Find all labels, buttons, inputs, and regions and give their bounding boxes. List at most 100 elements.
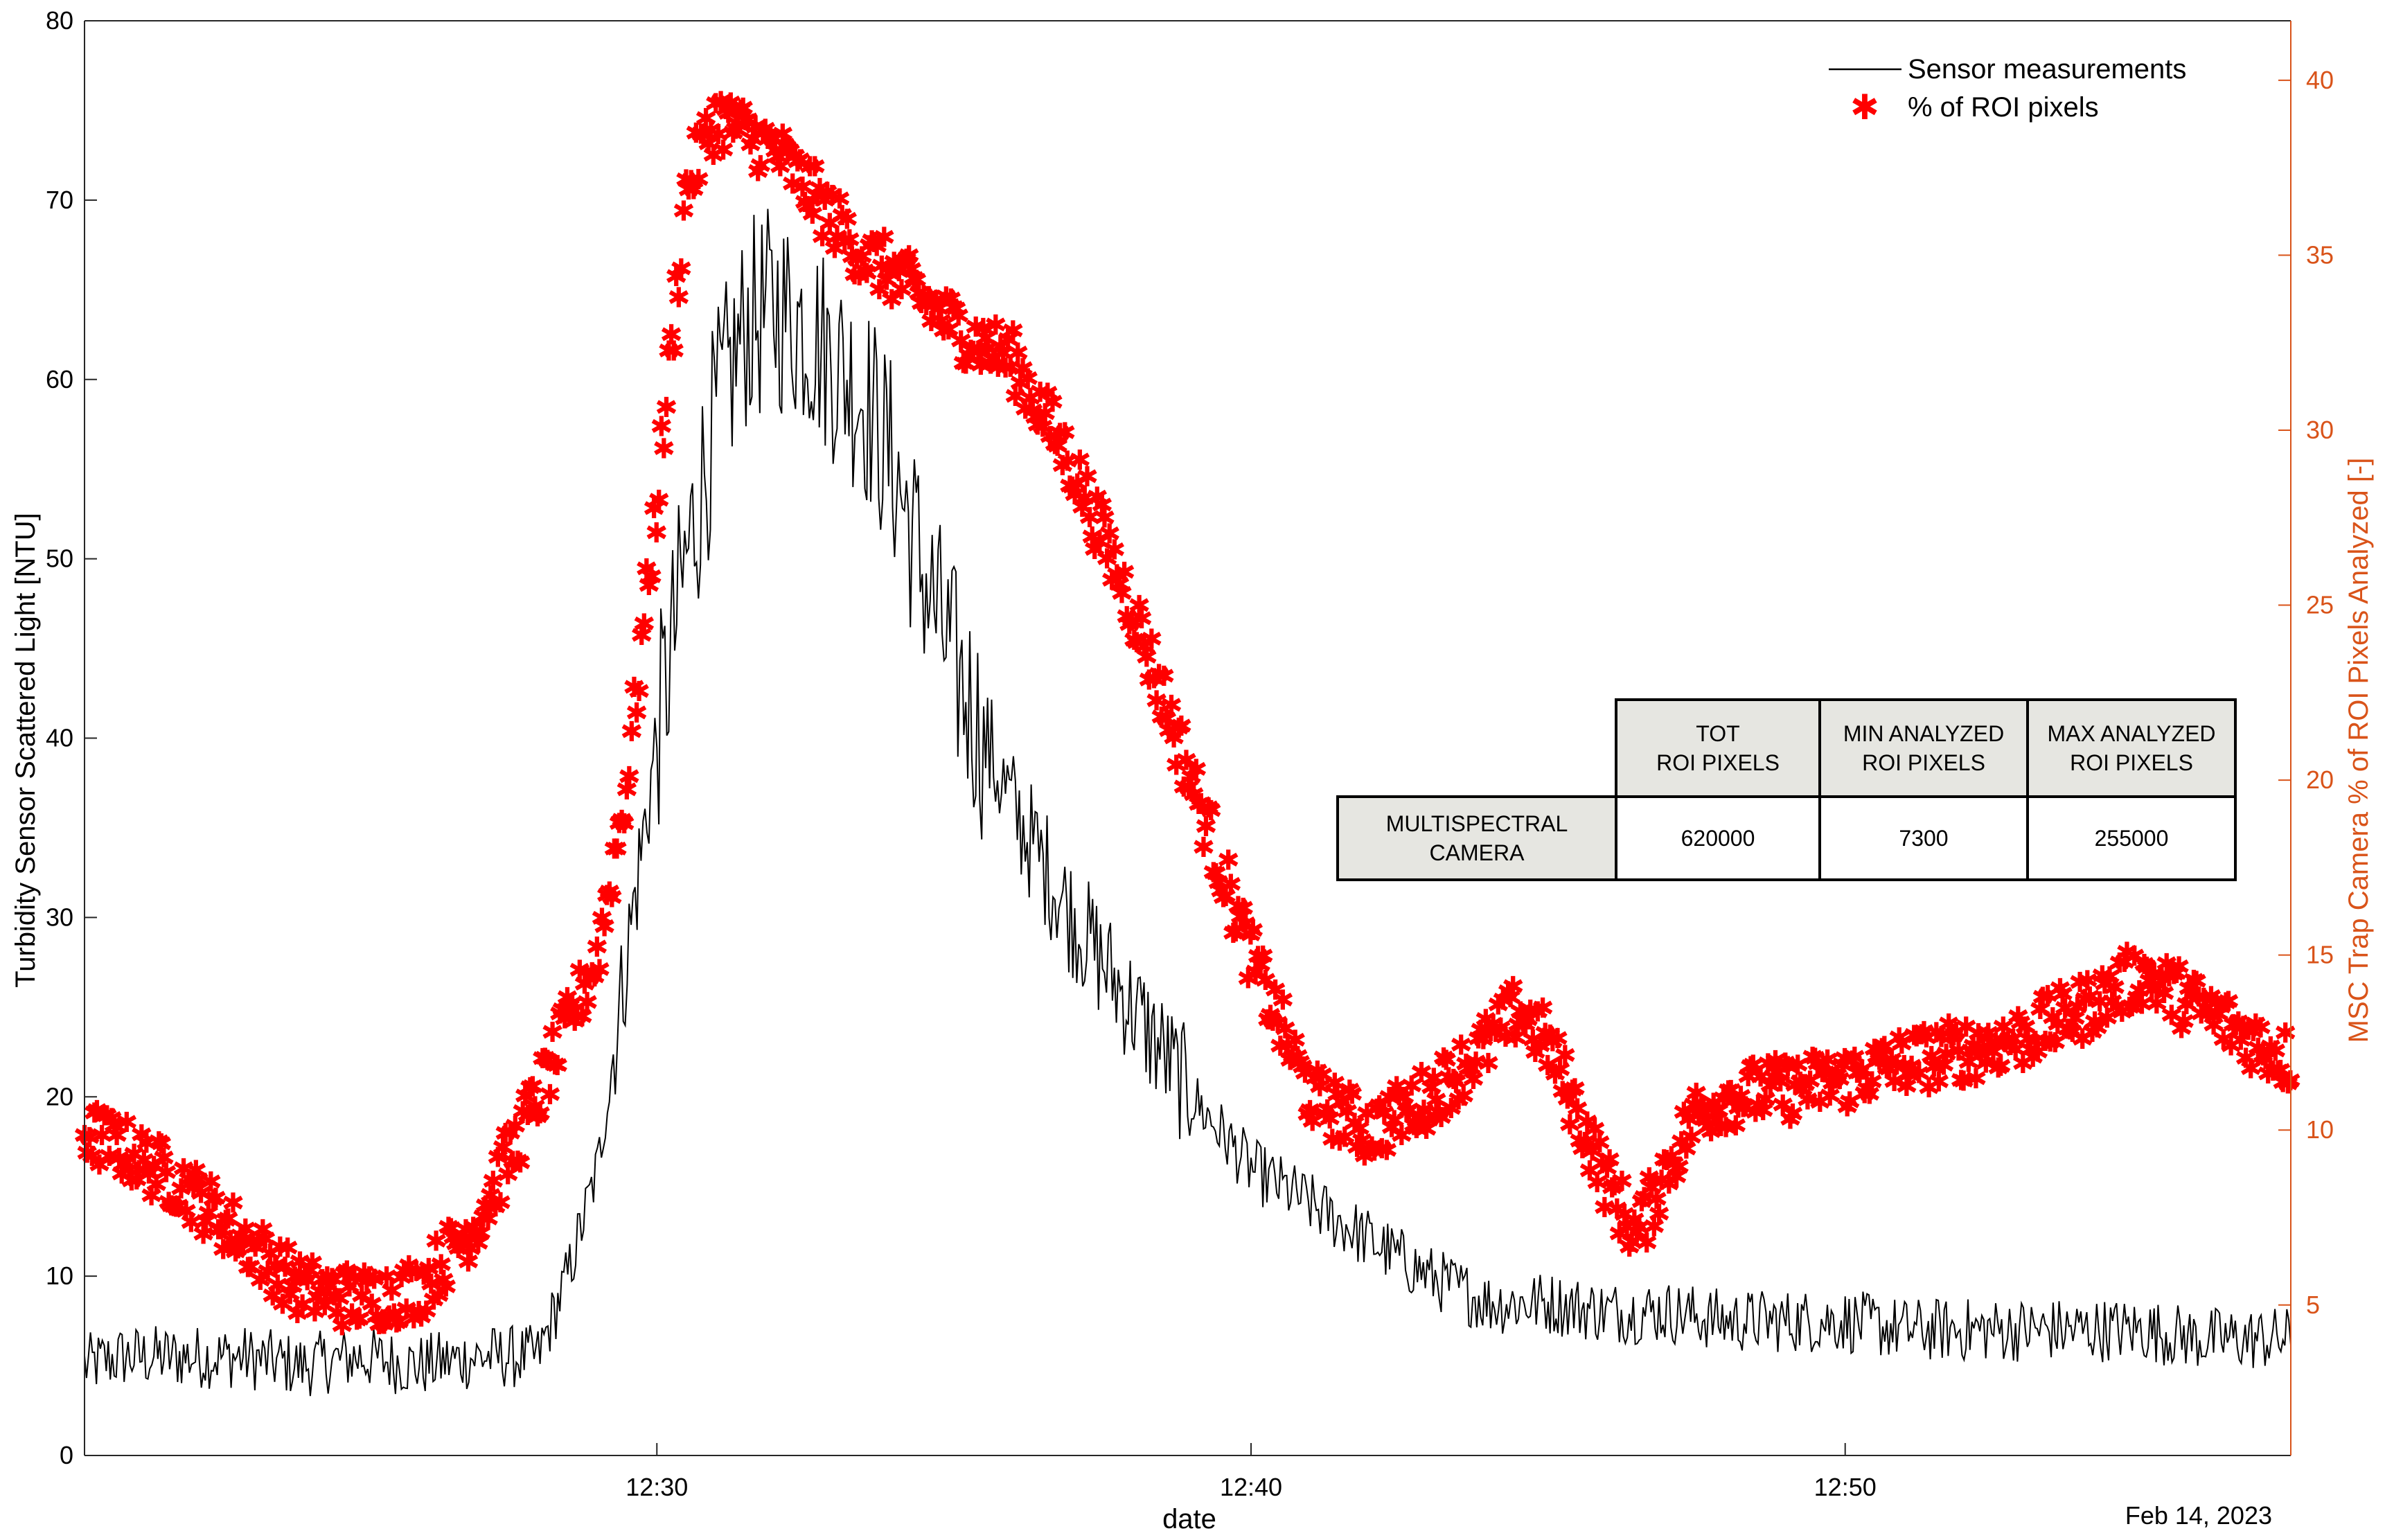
roi-marker: ✱: [224, 1237, 247, 1268]
y-right-tick-label: 15: [2306, 941, 2334, 969]
roi-marker: ✱: [1249, 950, 1273, 981]
roi-marker: ✱: [2217, 987, 2240, 1018]
roi-marker: ✱: [1902, 1020, 1926, 1051]
roi-marker: ✱: [2026, 1038, 2050, 1068]
roi-marker: ✱: [489, 1188, 513, 1219]
roi-marker: ✱: [1053, 418, 1076, 448]
roi-marker: ✱: [1781, 1099, 1805, 1130]
roi-marker: ✱: [437, 1212, 461, 1243]
roi-marker: ✱: [1803, 1044, 1827, 1074]
roi-marker: ✱: [348, 1304, 371, 1335]
roi-marker: ✱: [200, 1167, 223, 1198]
roi-marker: ✱: [637, 571, 661, 601]
roi-marker: ✱: [722, 118, 745, 149]
roi-marker: ✱: [1650, 1165, 1674, 1196]
roi-marker: ✱: [804, 152, 827, 182]
roi-marker: ✱: [907, 278, 931, 309]
roi-marker: ✱: [1078, 503, 1101, 533]
roi-marker: ✱: [1875, 1054, 1899, 1084]
roi-marker: ✱: [1872, 1032, 1896, 1063]
roi-marker: ✱: [1548, 1055, 1572, 1086]
roi-marker: ✱: [239, 1253, 263, 1283]
roi-marker: ✱: [1531, 993, 1554, 1024]
roi-marker: ✱: [1568, 1126, 1592, 1157]
roi-marker: ✱: [1145, 687, 1169, 717]
roi-marker: ✱: [1430, 1103, 1453, 1133]
roi-marker: ✱: [1241, 916, 1265, 946]
roi-marker: ✱: [2006, 1002, 2030, 1033]
roi-marker: ✱: [400, 1258, 423, 1289]
roi-marker: ✱: [1090, 490, 1114, 521]
roi-marker: ✱: [1949, 1066, 1973, 1097]
roi-marker: ✱: [533, 1043, 557, 1074]
roi-marker: ✱: [1952, 1067, 1976, 1097]
roi-marker: ✱: [774, 131, 797, 161]
roi-marker: ✱: [610, 806, 634, 836]
roi-marker: ✱: [387, 1307, 411, 1338]
roi-marker: ✱: [2014, 1012, 2037, 1043]
roi-marker: ✱: [202, 1185, 225, 1216]
roi-marker: ✱: [966, 337, 990, 368]
roi-marker: ✱: [1036, 379, 1059, 409]
roi-marker: ✱: [2160, 1000, 2183, 1031]
roi-marker: ✱: [150, 1129, 173, 1160]
roi-marker: ✱: [2273, 1018, 2297, 1049]
roi-marker: ✱: [831, 201, 854, 231]
roi-marker: ✱: [422, 1285, 445, 1316]
roi-marker: ✱: [261, 1281, 285, 1311]
roi-marker: ✱: [464, 1217, 488, 1248]
roi-marker: ✱: [2118, 993, 2141, 1023]
roi-marker: ✱: [2016, 1025, 2040, 1055]
roi-marker: ✱: [798, 152, 822, 183]
roi-marker: ✱: [1987, 1054, 2010, 1084]
roi-marker: ✱: [1315, 1095, 1339, 1126]
roi-marker: ✱: [1298, 1096, 1322, 1126]
roi-marker: ✱: [1588, 1128, 1611, 1158]
roi-marker: ✱: [1309, 1072, 1332, 1103]
roi-marker: ✱: [1647, 1199, 1671, 1230]
roi-marker: ✱: [326, 1299, 349, 1329]
roi-marker: ✱: [1915, 1023, 1938, 1054]
roi-marker: ✱: [2122, 941, 2146, 972]
roi-marker: ✱: [1563, 1074, 1587, 1105]
roi-marker: ✱: [1479, 1017, 1502, 1047]
roi-marker: ✱: [595, 880, 619, 911]
roi-marker: ✱: [2113, 948, 2136, 978]
roi-marker: ✱: [994, 353, 1018, 384]
roi-marker: ✱: [1672, 1097, 1696, 1128]
roi-marker: ✱: [1838, 1088, 1861, 1118]
roi-marker: ✱: [1633, 1183, 1656, 1214]
roi-marker: ✱: [1261, 1007, 1285, 1037]
roi-marker: ✱: [1392, 1083, 1416, 1113]
roi-marker: ✱: [682, 175, 705, 206]
roi-marker: ✱: [2152, 979, 2176, 1009]
roi-marker: ✱: [179, 1208, 203, 1239]
roi-marker: ✱: [1408, 1102, 1431, 1133]
roi-marker: ✱: [1714, 1113, 1738, 1144]
roi-marker: ✱: [154, 1158, 178, 1188]
roi-marker: ✱: [560, 989, 584, 1019]
roi-marker: ✱: [1798, 1066, 1822, 1097]
roi-marker: ✱: [397, 1251, 420, 1282]
roi-marker: ✱: [345, 1306, 369, 1336]
roi-marker: ✱: [484, 1192, 508, 1223]
roi-marker: ✱: [2219, 1032, 2243, 1062]
roi-marker: ✱: [835, 204, 859, 235]
roi-marker: ✱: [984, 310, 1007, 341]
roi-marker: ✱: [1992, 1012, 2015, 1043]
roi-marker: ✱: [786, 148, 810, 178]
roi-marker: ✱: [1665, 1162, 1688, 1193]
roi-marker: ✱: [1766, 1059, 1790, 1090]
roi-marker: ✱: [1818, 1081, 1842, 1112]
roi-marker: ✱: [2212, 1025, 2235, 1056]
roi-marker: ✱: [526, 1102, 549, 1133]
roi-marker: ✱: [1167, 714, 1191, 744]
roi-marker: ✱: [1016, 364, 1040, 395]
roi-marker: ✱: [531, 1044, 554, 1074]
roi-marker: ✱: [647, 486, 671, 516]
roi-marker: ✱: [1957, 1048, 1980, 1079]
roi-marker: ✱: [1516, 1005, 1540, 1036]
roi-marker: ✱: [1140, 625, 1164, 655]
roi-marker: ✱: [930, 307, 953, 337]
roi-pixels-markers: ✱✱✱✱✱✱✱✱✱✱✱✱✱✱✱✱✱✱✱✱✱✱✱✱✱✱✱✱✱✱✱✱✱✱✱✱✱✱✱✱…: [73, 87, 2302, 1342]
